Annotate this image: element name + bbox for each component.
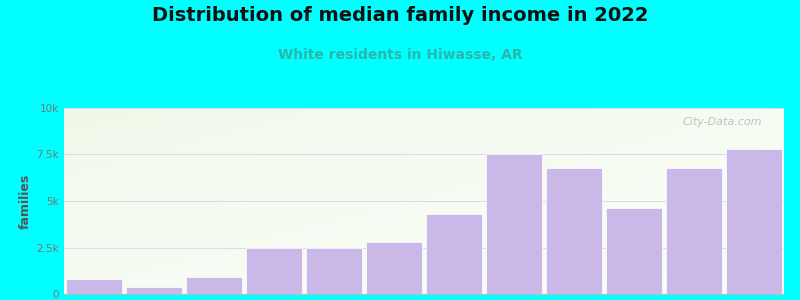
Bar: [666, 167, 722, 294]
Y-axis label: families: families: [19, 173, 32, 229]
Bar: [426, 214, 482, 294]
Bar: [126, 287, 182, 294]
Bar: [546, 167, 602, 294]
Bar: [246, 248, 302, 294]
Bar: [606, 208, 662, 294]
Text: White residents in Hiwasse, AR: White residents in Hiwasse, AR: [278, 48, 522, 62]
Bar: [186, 277, 242, 294]
Text: City-Data.com: City-Data.com: [683, 117, 762, 127]
Bar: [366, 242, 422, 294]
Text: Distribution of median family income in 2022: Distribution of median family income in …: [152, 6, 648, 25]
Bar: [726, 149, 782, 294]
Bar: [486, 154, 542, 294]
Bar: [306, 248, 362, 294]
Bar: [66, 279, 122, 294]
